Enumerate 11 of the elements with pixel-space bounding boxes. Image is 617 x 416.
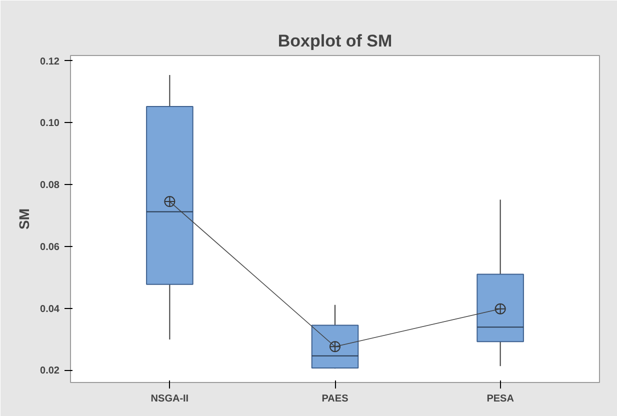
y-tick-label: 0.06 [40, 242, 60, 253]
y-tick-label: 0.10 [40, 118, 60, 130]
chart-title: Boxplot of SM [278, 32, 392, 50]
y-tick-label: 0.12 [40, 56, 60, 68]
x-tick-label: PAES [322, 394, 349, 404]
y-tick-label: 0.02 [40, 366, 60, 377]
x-tick-label: NSGA-II [150, 394, 189, 404]
x-tick-label: PESA [486, 394, 514, 404]
y-axis-title: SM [16, 208, 32, 230]
y-tick-label: 0.08 [40, 180, 60, 192]
y-tick-label: 0.04 [40, 304, 60, 315]
